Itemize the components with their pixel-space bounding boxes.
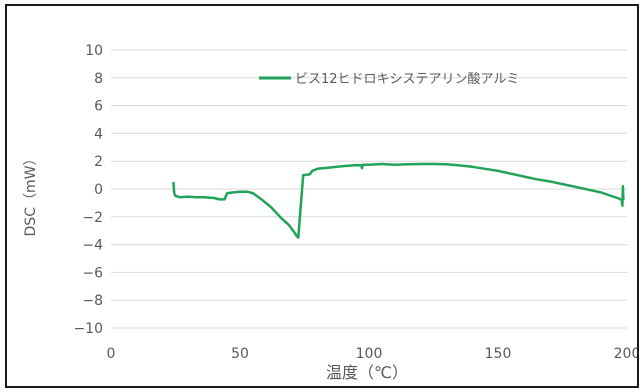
grid-lines: [111, 49, 627, 329]
y-axis-title: DSC（mW）: [23, 152, 39, 237]
y-tick-label: −4: [82, 238, 103, 254]
y-tick-label: 8: [94, 71, 103, 87]
series-lines: [172, 162, 625, 239]
y-tick-label: −10: [73, 321, 103, 337]
legend-label: ビス12ヒドロキシステアリン酸アルミ: [295, 72, 519, 87]
legend: ビス12ヒドロキシステアリン酸アルミ: [259, 72, 519, 87]
x-tick-labels: 0 50 100 150 200: [107, 346, 637, 362]
y-tick-label: −2: [82, 210, 103, 226]
x-tick-label: 50: [231, 346, 249, 362]
y-tick-label: 0: [94, 182, 103, 198]
x-axis-title: 温度（℃）: [326, 363, 408, 382]
x-tick-label: 200: [614, 346, 637, 362]
x-tick-label: 0: [107, 346, 116, 362]
chart-frame: 10 8 6 4 2 0 −2 −4 −6 −8 −10 0 50 100 150 200 温度（℃） DS…: [5, 4, 639, 388]
y-tick-label: 10: [85, 43, 103, 59]
y-tick-label: 6: [94, 99, 103, 115]
y-tick-label: 4: [94, 126, 103, 142]
y-tick-label: −6: [82, 265, 103, 281]
y-tick-label: −8: [82, 293, 103, 309]
y-tick-labels: 10 8 6 4 2 0 −2 −4 −6 −8 −10: [73, 43, 103, 337]
series-line: [172, 162, 625, 239]
y-tick-label: 2: [94, 154, 103, 170]
x-tick-label: 100: [356, 346, 383, 362]
chart-canvas: 10 8 6 4 2 0 −2 −4 −6 −8 −10 0 50 100 150 200 温度（℃） DS…: [23, 43, 637, 382]
x-tick-label: 150: [485, 346, 512, 362]
